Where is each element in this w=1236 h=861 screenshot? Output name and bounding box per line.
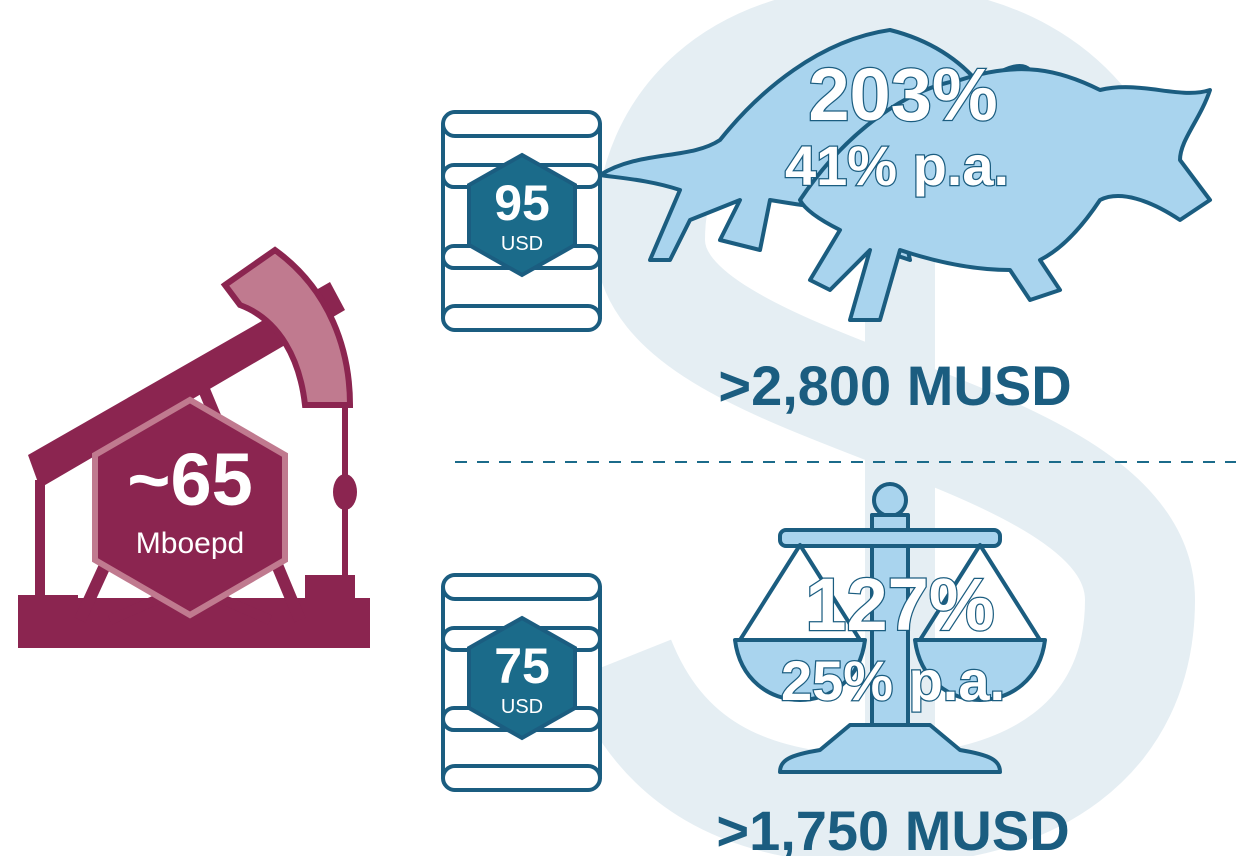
value: >2,800 MUSD <box>718 354 1071 417</box>
total-return: 203% <box>808 53 997 136</box>
page: {"production": {"value": "~65", "unit": … <box>0 0 1236 856</box>
annual-return: 25% p.a. <box>781 649 1005 712</box>
production-value: ~65 <box>127 438 253 521</box>
value: >1,750 MUSD <box>716 799 1069 856</box>
price: 75 <box>494 638 550 694</box>
price: 95 <box>494 175 550 231</box>
production-unit: Mboepd <box>136 527 244 560</box>
infographic: ~65 Mboepd 95 USD 203% 41% p.a. >2,800 M… <box>0 0 1236 856</box>
total-return: 127% <box>805 563 994 646</box>
price-unit: USD <box>501 233 543 255</box>
annual-return: 41% p.a. <box>785 134 1009 197</box>
price-unit: USD <box>501 696 543 718</box>
